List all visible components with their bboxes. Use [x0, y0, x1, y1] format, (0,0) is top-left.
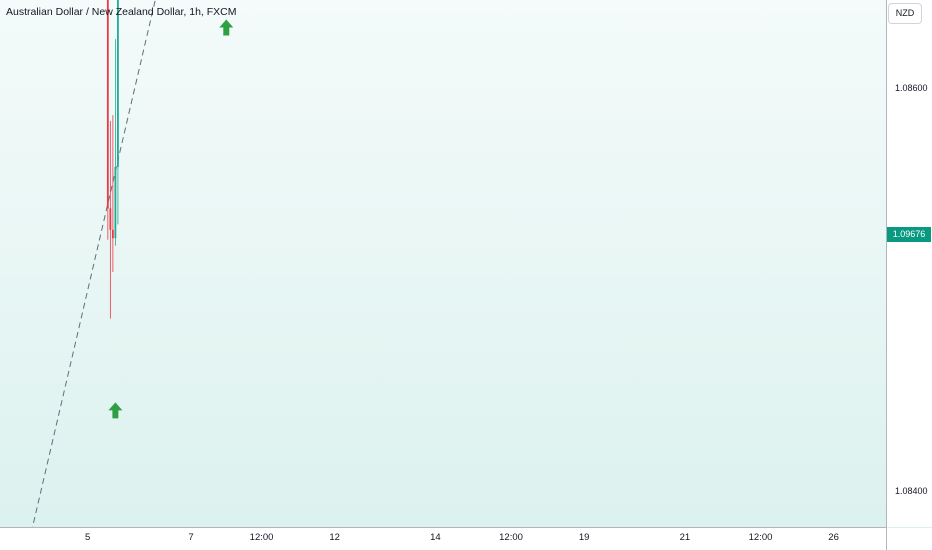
- time-tick-label: 19: [578, 532, 590, 543]
- time-tick-label: 12:00: [499, 532, 523, 543]
- time-tick-label: 14: [430, 532, 441, 543]
- candle-body: [109, 208, 112, 230]
- candle-body: [106, 0, 109, 209]
- trendline: [32, 0, 156, 527]
- price-tick-label: 1.08600: [895, 82, 928, 93]
- chart-title: Australian Dollar / New Zealand Dollar, …: [6, 6, 237, 18]
- price-tick-label: 1.08400: [895, 485, 928, 496]
- price-axis[interactable]: [887, 0, 932, 527]
- time-tick-label: 7: [188, 532, 194, 543]
- time-tick-label: 12: [329, 532, 340, 543]
- axis-corner: [887, 528, 932, 550]
- currency-button[interactable]: NZD: [888, 3, 922, 24]
- current-price-tag: 1.09676: [887, 227, 931, 242]
- time-tick-label: 12:00: [249, 532, 274, 543]
- candle-body: [114, 167, 117, 239]
- up-arrow-marker: [219, 19, 234, 36]
- time-tick-label: 26: [828, 532, 839, 543]
- time-tick-label: 21: [679, 532, 691, 543]
- time-axis-divider: [0, 527, 886, 528]
- price-chart[interactable]: [0, 0, 886, 527]
- price-axis-divider: [886, 0, 887, 550]
- candle-body: [111, 229, 114, 239]
- time-tick-label: 12:00: [748, 532, 773, 543]
- candle-body: [117, 0, 119, 168]
- up-arrow-marker: [108, 402, 123, 419]
- time-axis[interactable]: [0, 528, 886, 550]
- time-tick-label: 5: [85, 532, 91, 543]
